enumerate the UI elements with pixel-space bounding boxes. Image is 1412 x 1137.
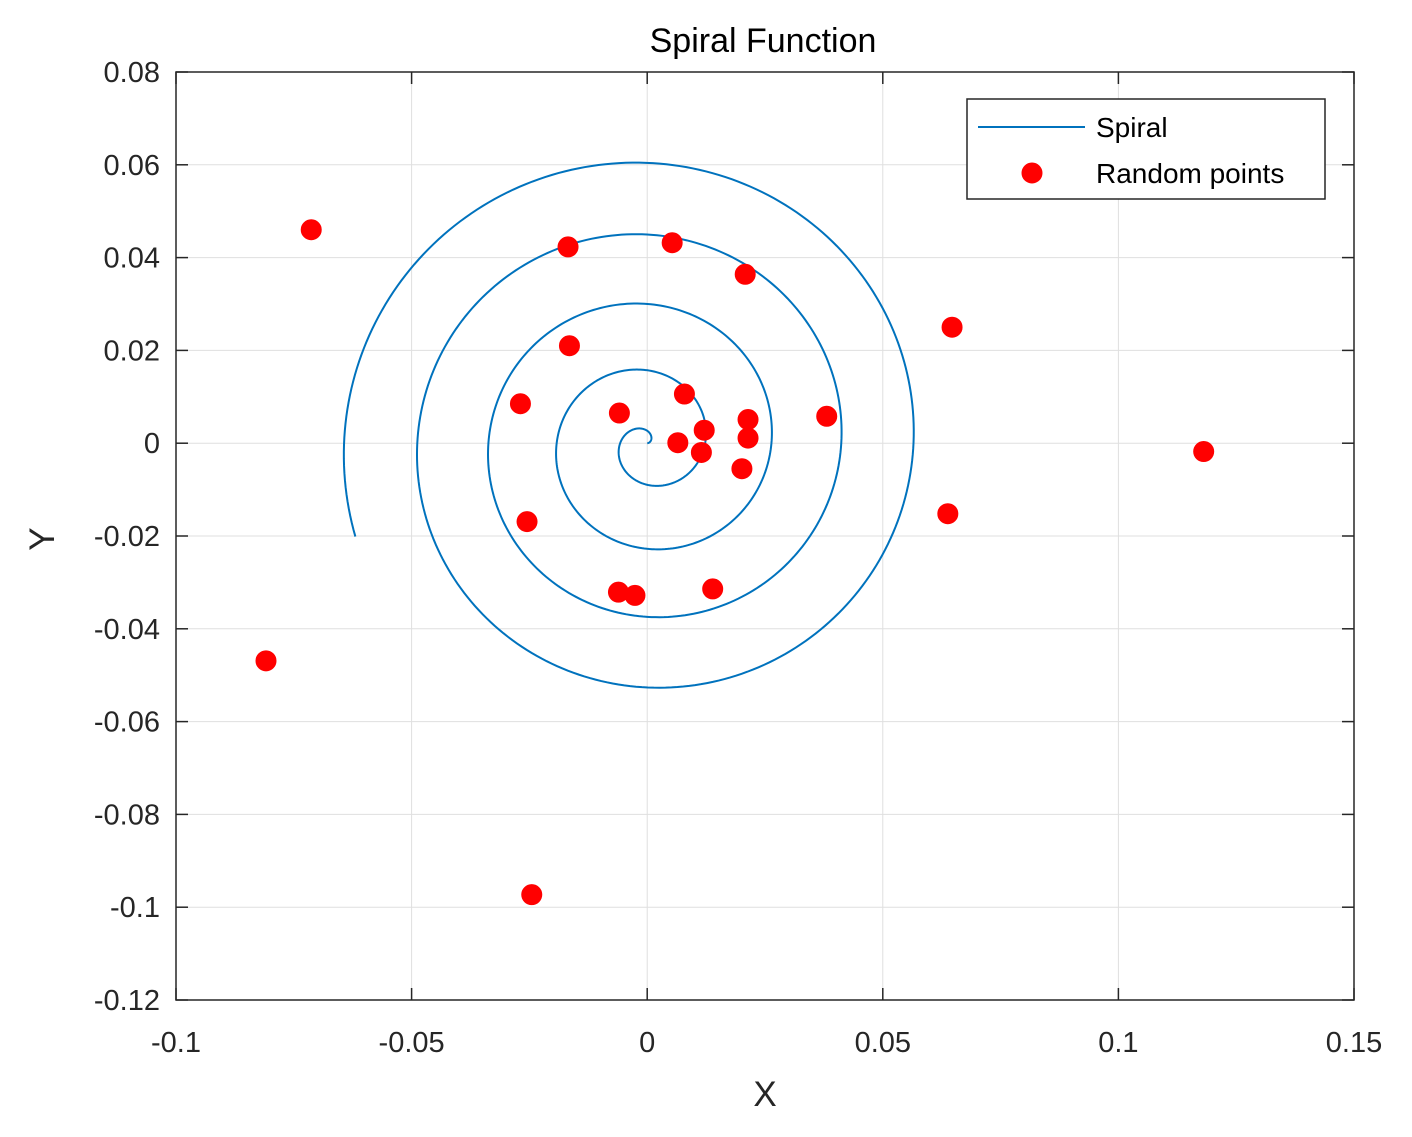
x-tick-label: -0.05 bbox=[379, 1027, 445, 1059]
random-point bbox=[1193, 441, 1215, 463]
y-tick-label: -0.1 bbox=[110, 892, 160, 924]
x-tick-label: 0.1 bbox=[1098, 1027, 1138, 1059]
random-point bbox=[300, 219, 322, 241]
y-tick-label: -0.08 bbox=[94, 799, 160, 831]
random-point bbox=[521, 884, 543, 906]
random-points-series bbox=[255, 219, 1215, 906]
y-tick-label: 0.02 bbox=[104, 335, 160, 367]
random-point bbox=[941, 316, 963, 338]
legend: Spiral Random points bbox=[966, 98, 1326, 200]
grid-lines bbox=[176, 72, 1354, 1000]
y-tick-label: 0.04 bbox=[104, 243, 160, 275]
x-tick-label: -0.1 bbox=[151, 1027, 201, 1059]
x-axis-label: X bbox=[753, 1075, 776, 1114]
random-point bbox=[816, 405, 838, 427]
x-tick-label: 0 bbox=[639, 1027, 655, 1059]
y-tick-label: 0.08 bbox=[104, 57, 160, 89]
x-tick-label: 0.05 bbox=[855, 1027, 911, 1059]
random-point bbox=[608, 402, 630, 424]
random-point bbox=[255, 650, 277, 672]
x-tick-label: 0.15 bbox=[1326, 1027, 1382, 1059]
random-point bbox=[737, 409, 759, 431]
random-point bbox=[516, 511, 538, 533]
random-point bbox=[624, 584, 646, 606]
random-point bbox=[737, 427, 759, 449]
y-tick-labels: -0.12 -0.1 -0.08 -0.06 -0.04 -0.02 0 0.02 0.04 0.… bbox=[94, 57, 160, 1017]
y-tick-label: 0 bbox=[144, 428, 160, 460]
random-point bbox=[661, 232, 683, 254]
random-point bbox=[937, 503, 959, 525]
y-tick-label: -0.12 bbox=[94, 985, 160, 1017]
y-tick-label: -0.04 bbox=[94, 614, 160, 646]
random-point bbox=[557, 236, 579, 258]
x-tick-labels: -0.1 -0.05 0 0.05 0.1 0.15 bbox=[151, 1027, 1382, 1059]
spiral-series-line bbox=[342, 161, 915, 689]
random-point bbox=[558, 335, 580, 357]
chart-title: Spiral Function bbox=[650, 22, 877, 60]
random-point bbox=[673, 383, 695, 405]
legend-random-points-marker bbox=[1021, 162, 1043, 184]
random-point bbox=[509, 393, 531, 415]
axis-ticks bbox=[175, 71, 1355, 1001]
random-point bbox=[702, 578, 724, 600]
random-point bbox=[667, 432, 689, 454]
random-point bbox=[690, 441, 712, 463]
random-point bbox=[731, 458, 753, 480]
legend-box bbox=[966, 98, 1326, 200]
legend-spiral-label: Spiral bbox=[1096, 112, 1168, 143]
y-axis-label: Y bbox=[23, 527, 62, 550]
random-point bbox=[693, 419, 715, 441]
legend-random-points-label: Random points bbox=[1096, 158, 1284, 189]
random-point bbox=[734, 263, 756, 285]
y-tick-label: 0.06 bbox=[104, 150, 160, 182]
y-tick-label: -0.06 bbox=[94, 707, 160, 739]
y-tick-label: -0.02 bbox=[94, 521, 160, 553]
